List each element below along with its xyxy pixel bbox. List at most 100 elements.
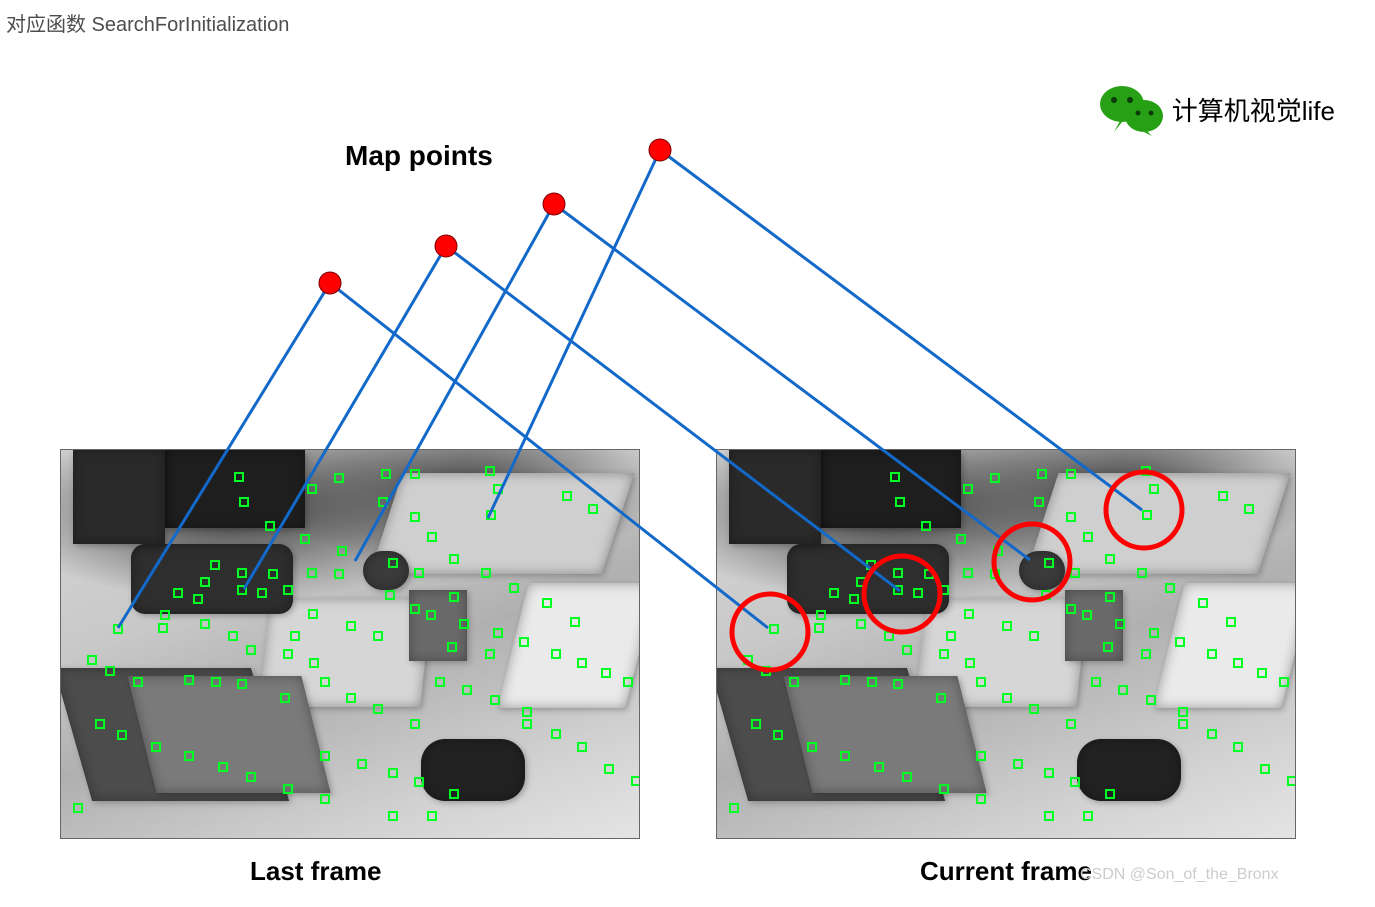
feature-point <box>490 695 500 705</box>
feature-point <box>265 521 275 531</box>
feature-point <box>1218 491 1228 501</box>
feature-point <box>522 707 532 717</box>
feature-point <box>113 624 123 634</box>
feature-point <box>1207 729 1217 739</box>
feature-point <box>902 772 912 782</box>
feature-point <box>1002 693 1012 703</box>
feature-point <box>381 469 391 479</box>
feature-point <box>105 666 115 676</box>
feature-point <box>1044 768 1054 778</box>
feature-point <box>1260 764 1270 774</box>
feature-point <box>751 719 761 729</box>
feature-point <box>743 655 753 665</box>
feature-point <box>769 624 779 634</box>
feature-point <box>346 693 356 703</box>
feature-point <box>435 677 445 687</box>
feature-point <box>551 649 561 659</box>
feature-point <box>577 658 587 668</box>
feature-point <box>1066 719 1076 729</box>
feature-point <box>840 675 850 685</box>
feature-point <box>200 619 210 629</box>
feature-point <box>1083 811 1093 821</box>
feature-point <box>946 631 956 641</box>
feature-point <box>956 534 966 544</box>
feature-point <box>459 619 469 629</box>
feature-point <box>522 719 532 729</box>
last-frame-label: Last frame <box>250 856 382 887</box>
feature-point <box>481 568 491 578</box>
feature-point <box>840 751 850 761</box>
feature-point <box>884 631 894 641</box>
feature-point <box>1034 497 1044 507</box>
feature-point <box>493 628 503 638</box>
feature-point <box>856 619 866 629</box>
map-point <box>435 235 457 257</box>
feature-point <box>1118 685 1128 695</box>
feature-point <box>814 623 824 633</box>
feature-point <box>87 655 97 665</box>
feature-point <box>307 568 317 578</box>
feature-point <box>449 592 459 602</box>
feature-point <box>160 610 170 620</box>
feature-point <box>773 730 783 740</box>
feature-point <box>237 679 247 689</box>
feature-point <box>1226 617 1236 627</box>
feature-point <box>890 472 900 482</box>
feature-point <box>184 675 194 685</box>
feature-point <box>1137 568 1147 578</box>
feature-point <box>228 631 238 641</box>
feature-point <box>551 729 561 739</box>
feature-point <box>158 623 168 633</box>
feature-point <box>1103 642 1113 652</box>
feature-point <box>1233 658 1243 668</box>
feature-point <box>449 554 459 564</box>
feature-point <box>1105 554 1115 564</box>
logo: 计算机视觉life <box>1100 82 1335 136</box>
feature-point <box>1149 628 1159 638</box>
feature-point <box>1070 568 1080 578</box>
feature-point <box>193 594 203 604</box>
feature-point <box>486 510 496 520</box>
feature-point <box>283 649 293 659</box>
feature-point <box>893 568 903 578</box>
feature-point <box>849 594 859 604</box>
feature-point <box>73 803 83 813</box>
feature-point <box>373 704 383 714</box>
feature-point <box>993 546 1003 556</box>
feature-point <box>936 693 946 703</box>
feature-point <box>427 811 437 821</box>
feature-point <box>963 484 973 494</box>
feature-point <box>519 637 529 647</box>
feature-point <box>939 585 949 595</box>
feature-point <box>388 768 398 778</box>
feature-point <box>562 491 572 501</box>
feature-point <box>1233 742 1243 752</box>
feature-point <box>151 742 161 752</box>
feature-point <box>1279 677 1289 687</box>
feature-point <box>965 658 975 668</box>
feature-point <box>1083 532 1093 542</box>
feature-point <box>257 588 267 598</box>
feature-point <box>385 590 395 600</box>
feature-point <box>239 497 249 507</box>
feature-point <box>1287 776 1296 786</box>
feature-point <box>1175 637 1185 647</box>
feature-point <box>631 776 640 786</box>
feature-point <box>307 484 317 494</box>
feature-point <box>1105 789 1115 799</box>
feature-point <box>283 585 293 595</box>
feature-point <box>493 484 503 494</box>
logo-text: 计算机视觉life <box>1172 91 1335 128</box>
map-point <box>649 139 671 161</box>
feature-point <box>357 759 367 769</box>
page-title: 对应函数 SearchForInitialization <box>6 8 289 37</box>
feature-point <box>300 534 310 544</box>
feature-point <box>1141 649 1151 659</box>
feature-point <box>1165 583 1175 593</box>
feature-point <box>449 789 459 799</box>
feature-point <box>1041 590 1051 600</box>
feature-point <box>427 532 437 542</box>
feature-point <box>893 679 903 689</box>
feature-point <box>829 588 839 598</box>
feature-point <box>237 585 247 595</box>
